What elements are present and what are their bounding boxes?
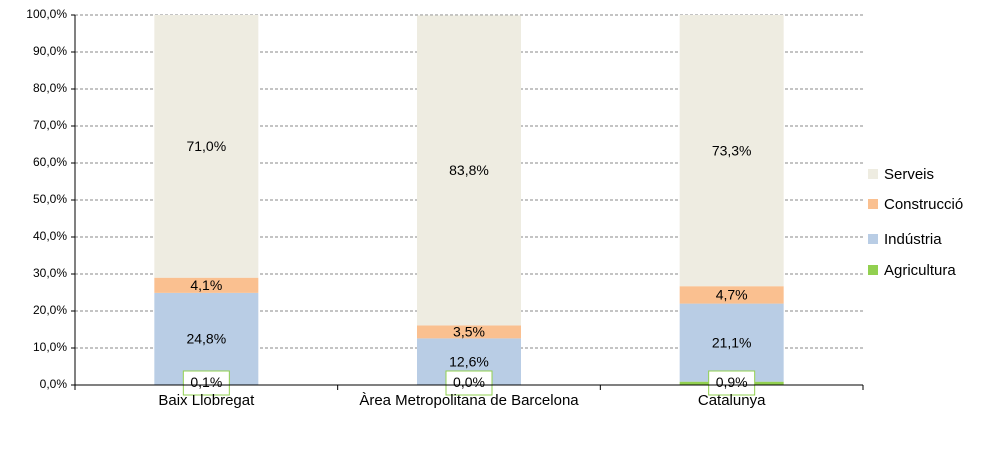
data-label: 21,1%: [712, 334, 752, 350]
data-label: 73,3%: [712, 142, 752, 158]
legend-swatch: [868, 169, 878, 179]
legend-swatch: [868, 265, 878, 275]
y-tick-label: 100,0%: [26, 7, 67, 21]
x-label-box: Àrea Metropolitana de Barcelona: [359, 392, 579, 409]
label-box: [708, 370, 756, 396]
bar-segment: [154, 15, 259, 278]
legend-swatch: [868, 199, 878, 209]
data-label: 4,7%: [716, 287, 748, 303]
legend-label: Construcció: [884, 196, 963, 213]
data-label: 4,1%: [190, 277, 222, 293]
y-tick-label: 50,0%: [33, 192, 67, 206]
bar-segment: [154, 292, 259, 385]
x-label-box: Catalunya: [697, 392, 766, 409]
y-tick-label: 60,0%: [33, 155, 67, 169]
bar-segment: [679, 303, 784, 382]
label-box: [445, 370, 493, 396]
x-tick-label: Àrea Metropolitana de Barcelona: [359, 392, 579, 409]
y-tick-label: 80,0%: [33, 81, 67, 95]
legend-label: Serveis: [884, 166, 934, 183]
data-label: 0,0%: [453, 374, 485, 390]
label-box: [182, 370, 230, 396]
x-label-box: Baix Llobregat: [158, 392, 255, 409]
data-label: 24,8%: [186, 330, 226, 346]
x-tick-label: Catalunya: [697, 392, 766, 409]
y-tick-label: 10,0%: [33, 340, 67, 354]
bar-segment: [417, 325, 521, 339]
data-label: 12,6%: [449, 353, 489, 369]
bar-segment: [417, 15, 521, 326]
data-label: 0,1%: [190, 374, 222, 390]
data-label: 83,8%: [449, 162, 489, 178]
y-tick-label: 30,0%: [33, 266, 67, 280]
bar-segment: [154, 277, 259, 293]
bar-segment: [679, 286, 784, 304]
bar-segment: [679, 15, 784, 287]
y-tick-label: 90,0%: [33, 44, 67, 58]
y-tick-label: 0,0%: [40, 377, 68, 391]
y-tick-label: 70,0%: [33, 118, 67, 132]
data-label: 0,9%: [716, 374, 748, 390]
legend-label: Agricultura: [884, 262, 956, 279]
y-tick-label: 20,0%: [33, 303, 67, 317]
data-label: 3,5%: [453, 324, 485, 340]
x-tick-label: Baix Llobregat: [158, 392, 255, 409]
y-tick-label: 40,0%: [33, 229, 67, 243]
legend-swatch: [868, 234, 878, 244]
data-label: 71,0%: [186, 138, 226, 154]
legend-label: Indústria: [884, 231, 942, 248]
